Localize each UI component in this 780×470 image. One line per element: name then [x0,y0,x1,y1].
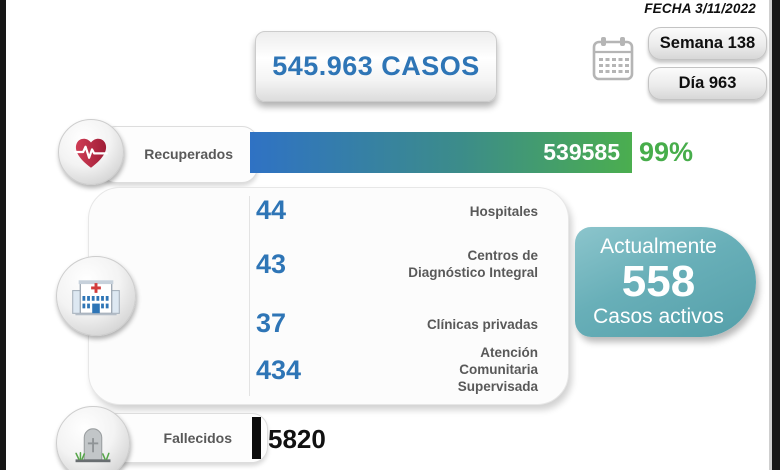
facility-label-line: Hospitales [469,204,538,219]
recovered-percent: 99% [639,137,694,167]
recovered-label-pill: Recuperados [100,126,258,183]
left-black-border [0,0,6,470]
facility-value-hospitales: 44 [256,195,287,225]
active-cases-callout: Actualmente 558 Casos activos [575,227,756,337]
facility-label-clinicas: Clínicas privadas [348,316,538,333]
facility-label-acs: Atención Comunitaria Supervisada [348,344,538,395]
total-cases-banner: 545.963 CASOS [255,31,497,102]
facility-label-line: Supervisada [457,379,538,394]
panel-divider [249,196,250,396]
week-badge: Semana 138 [648,27,767,60]
calendar-icon [591,34,635,84]
active-cases-word-top: Actualmente [600,235,717,258]
day-badge: Día 963 [648,67,767,100]
facility-value-clinicas: 37 [256,308,287,338]
facility-value-cdi: 43 [256,249,287,279]
deceased-count: 5820 [268,424,326,454]
facility-label-cdi: Centros de Diagnóstico Integral [348,247,538,281]
facility-label-line: Comunitaria [459,362,538,377]
facility-value-acs: 434 [256,355,302,385]
deceased-bar [252,417,261,459]
active-cases-word-bottom: Casos activos [593,305,724,328]
recovered-bar: 539585 [250,132,632,173]
active-cases-count: 558 [621,257,696,306]
facility-label-line: Atención [480,345,538,360]
right-black-border [769,0,780,470]
facility-label-hospitales: Hospitales [348,203,538,220]
hospital-icon [56,256,136,336]
facility-label-line: Centros de [467,248,538,263]
date-label: FECHA 3/11/2022 [644,1,756,16]
facility-label-line: Clínicas privadas [426,317,538,332]
heart-icon [58,119,124,185]
facility-label-line: Diagnóstico Integral [408,265,538,280]
tombstone-icon [56,406,130,470]
